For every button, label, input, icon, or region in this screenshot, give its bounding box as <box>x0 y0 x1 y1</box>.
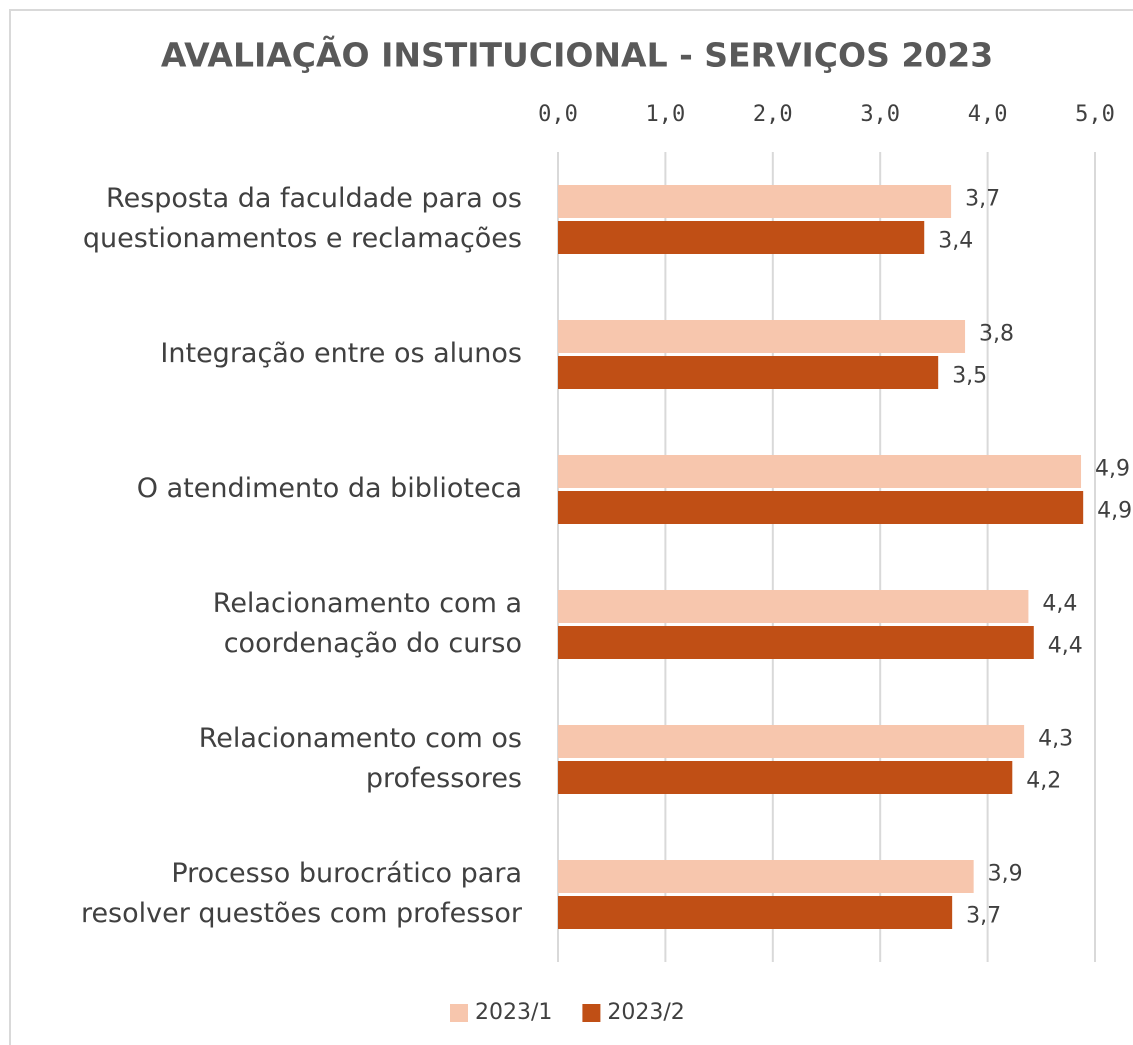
x-tick-label: 0,0 <box>538 102 578 127</box>
y-tick-label: resolver questões com professor <box>81 898 523 929</box>
y-tick-label: Resposta da faculdade para os <box>106 183 522 214</box>
bar <box>558 491 1084 524</box>
data-label: 3,8 <box>979 322 1014 347</box>
y-tick-label: coordenação do curso <box>224 628 522 659</box>
x-tick-label: 1,0 <box>646 102 686 127</box>
data-label: 4,2 <box>1026 769 1061 794</box>
bar <box>558 221 925 254</box>
x-tick-label: 2,0 <box>753 102 793 127</box>
bar <box>558 626 1034 659</box>
y-tick-label: Relacionamento com a <box>213 588 522 619</box>
data-label: 3,7 <box>966 904 1001 929</box>
y-tick-label: Relacionamento com os <box>199 723 522 754</box>
y-tick-label: O atendimento da biblioteca <box>137 473 522 504</box>
legend-swatch <box>450 1004 468 1022</box>
bar <box>558 590 1029 623</box>
legend-label: 2023/2 <box>607 1000 684 1025</box>
data-label: 3,5 <box>952 364 987 389</box>
y-tick-label: questionamentos e reclamações <box>83 223 522 254</box>
data-label: 4,9 <box>1095 457 1130 482</box>
x-tick-label: 3,0 <box>860 102 900 127</box>
bar <box>558 860 974 893</box>
bar <box>558 896 953 929</box>
legend-swatch <box>582 1004 601 1022</box>
data-label: 4,4 <box>1042 592 1077 617</box>
bar <box>558 761 1013 794</box>
data-label: 4,9 <box>1097 499 1132 524</box>
y-tick-label: professores <box>366 763 522 794</box>
data-label: 4,3 <box>1038 727 1073 752</box>
legend-label: 2023/1 <box>475 1000 552 1025</box>
bar <box>558 356 939 389</box>
data-label: 3,7 <box>965 187 1000 212</box>
chart-title: AVALIAÇÃO INSTITUCIONAL - SERVIÇOS 2023 <box>161 35 993 75</box>
bar <box>558 320 966 353</box>
bar <box>558 185 952 218</box>
y-tick-label: Processo burocrático para <box>171 858 522 889</box>
data-label: 3,9 <box>988 862 1023 887</box>
y-tick-label: Integração entre os alunos <box>160 338 522 369</box>
x-tick-label: 4,0 <box>968 102 1008 127</box>
x-tick-label: 5,0 <box>1075 102 1115 127</box>
data-label: 4,4 <box>1048 634 1083 659</box>
bar <box>558 455 1082 488</box>
bar <box>558 725 1025 758</box>
data-label: 3,4 <box>938 229 973 254</box>
